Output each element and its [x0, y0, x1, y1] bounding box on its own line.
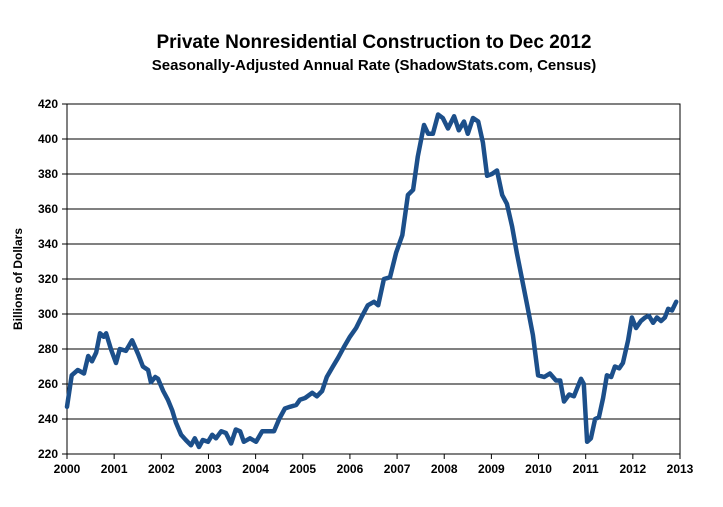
plot-frame [66, 103, 681, 455]
y-tick-label: 380 [38, 167, 58, 181]
x-tick-label: 2012 [619, 462, 646, 476]
line-series [64, 112, 679, 450]
x-tick-label: 2008 [431, 462, 458, 476]
x-tick-label: 2003 [195, 462, 222, 476]
x-tick-label: 2006 [337, 462, 364, 476]
y-tick-label: 280 [38, 342, 58, 356]
x-tick-label: 2001 [101, 462, 128, 476]
y-tick-label: 360 [38, 202, 58, 216]
y-tick-label: 260 [38, 377, 58, 391]
y-tick-label: 320 [38, 272, 58, 286]
x-tick-label: 2009 [478, 462, 505, 476]
y-tick-label: 220 [38, 447, 58, 461]
y-tick-label: 300 [38, 307, 58, 321]
x-tick-label: 2004 [242, 462, 269, 476]
x-tick-label: 2005 [289, 462, 316, 476]
x-tick-label: 2007 [384, 462, 411, 476]
y-tick-label: 420 [38, 97, 58, 111]
y-axis-label: Billions of Dollars [11, 228, 25, 330]
y-tick-label: 240 [38, 412, 58, 426]
chart-title: Private Nonresidential Construction to D… [156, 32, 591, 53]
y-tick-label: 400 [38, 132, 58, 146]
x-tick-label: 2011 [573, 462, 599, 476]
y-tick-label: 340 [38, 237, 58, 251]
chart-subtitle: Seasonally-Adjusted Annual Rate (ShadowS… [152, 57, 597, 74]
x-tick-label: 2013 [667, 462, 694, 476]
x-tick-label: 2010 [525, 462, 552, 476]
x-tick-label: 2002 [148, 462, 175, 476]
x-tick-label: 2000 [54, 462, 81, 476]
